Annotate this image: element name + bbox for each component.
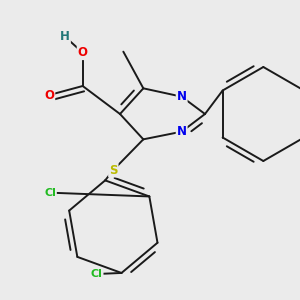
Text: S: S xyxy=(109,164,118,176)
Text: O: O xyxy=(78,46,88,59)
Text: N: N xyxy=(177,125,187,138)
Text: O: O xyxy=(44,88,54,101)
Text: Cl: Cl xyxy=(44,188,56,198)
Text: N: N xyxy=(177,90,187,103)
Text: Cl: Cl xyxy=(91,269,103,279)
Text: H: H xyxy=(60,30,70,43)
